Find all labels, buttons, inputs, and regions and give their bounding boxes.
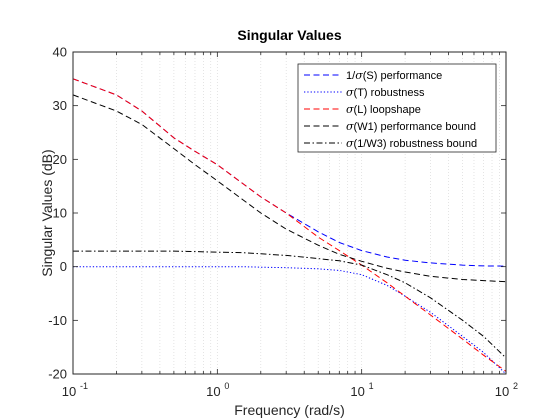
legend-label-4: σ(W1) performance bound (346, 120, 476, 133)
y-axis-label: Singular Values (dB) (39, 149, 55, 276)
x-tick-label: 10 (62, 384, 76, 399)
y-tick-label: -20 (48, 367, 67, 382)
tick-marks (72, 51, 507, 375)
x-tick-exponent: 0 (224, 381, 229, 391)
x-tick-exponent: 2 (513, 381, 518, 391)
legend-label-2: σ(T) robustness (346, 86, 425, 99)
chart-title: Singular Values (237, 27, 341, 43)
y-tick-label: -10 (48, 313, 67, 328)
x-tick-labels: 10 -1 10 0 10 1 10 2 (62, 381, 518, 399)
series-line-5 (73, 250, 507, 359)
legend-label-1: 1/σ(S) performance (346, 69, 442, 82)
legend-label-5: σ(1/W3) robustness bound (346, 137, 477, 150)
x-axis-label: Frequency (rad/s) (234, 402, 344, 418)
y-tick-labels: -20 -10 0 10 20 30 40 (48, 45, 67, 382)
series-layer (72, 78, 507, 375)
legend: 1/σ(S) performance σ(T) robustness σ(L) lo… (297, 63, 497, 153)
x-tick-exponent: 1 (369, 381, 374, 391)
y-tick-label: 0 (60, 259, 67, 274)
series-line-4 (72, 94, 507, 283)
x-tick-label: 10 (350, 384, 364, 399)
y-tick-label: 40 (53, 45, 67, 60)
x-tick-label: 10 (495, 384, 509, 399)
y-tick-label: 20 (53, 152, 67, 167)
legend-box (297, 63, 497, 153)
y-tick-label: 10 (53, 206, 67, 221)
legend-label-3: σ(L) loopshape (346, 103, 421, 116)
x-tick-label: 10 (206, 384, 220, 399)
x-tick-exponent: -1 (80, 381, 88, 391)
y-tick-label: 30 (53, 98, 67, 113)
series-line-1 (72, 78, 507, 267)
